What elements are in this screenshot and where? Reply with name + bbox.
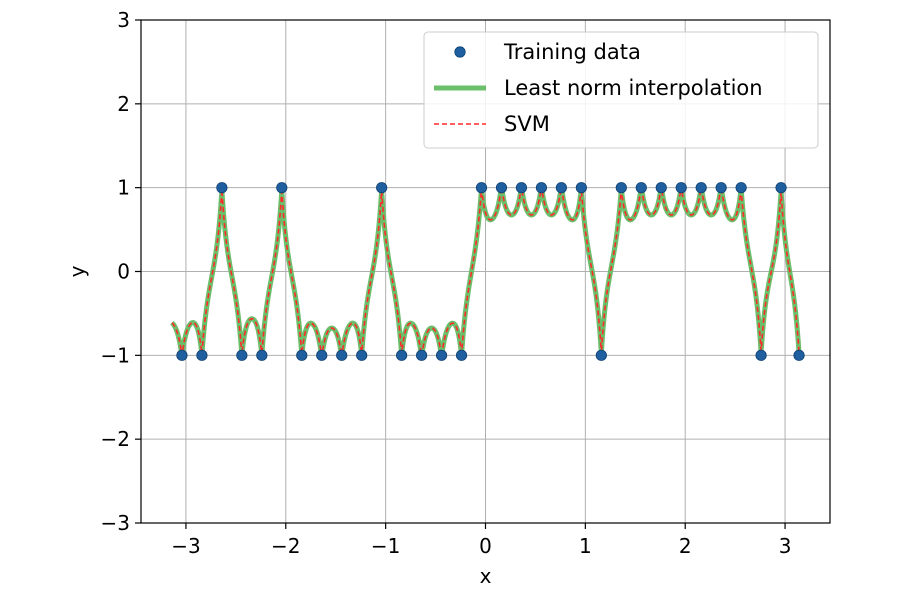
training-data-point [336,349,348,361]
svm-line [171,184,800,359]
x-tick-label: 1 [579,534,592,558]
x-tick-label: 3 [779,534,792,558]
training-data-point [176,349,188,361]
training-data-point [695,182,707,194]
legend-label: Training data [503,40,641,64]
y-tick-label: 2 [117,92,130,116]
x-axis-label: x [480,564,492,588]
training-data-point [475,182,488,194]
curves [169,183,802,360]
training-data-point [376,182,388,194]
training-data-point [296,349,308,361]
training-data-point [196,349,208,361]
training-data-point [256,349,268,361]
training-data-point [535,182,548,194]
training-data-point [575,182,587,194]
legend-training-marker [454,46,466,58]
training-data-point [793,349,805,361]
training-data-point [675,182,687,194]
x-tick-label: −1 [371,534,400,558]
training-data-point [495,182,508,194]
training-data-point [735,182,747,194]
training-data-point [595,349,607,361]
training-data-point [515,182,528,194]
y-tick-label: −2 [101,427,130,451]
legend: Training data Least norm interpolation SVM [423,31,819,149]
training-data-point [435,349,448,361]
y-tick-label: 3 [117,8,130,32]
training-data-points [176,182,805,361]
legend-label: Least norm interpolation [504,76,763,100]
x-tick-label: 2 [679,534,692,558]
ticks: −3 −2 −1 0 1 2 3 −3 −2 −1 0 1 2 3 [101,8,792,558]
x-tick-label: −2 [271,534,300,558]
training-data-point [356,349,368,361]
training-data-point [775,182,787,194]
y-tick-label: −1 [101,343,130,367]
training-data-point [635,182,647,194]
y-tick-label: −3 [101,511,130,535]
x-tick-label: −3 [171,534,200,558]
training-data-point [555,182,567,194]
training-data-point [755,349,767,361]
training-data-point [316,349,328,361]
training-data-point [396,349,408,361]
legend-label: SVM [504,112,550,136]
training-data-point [236,349,248,361]
training-data-point [216,182,228,194]
training-data-point [655,182,667,194]
training-data-point [415,349,428,361]
training-data-point [276,182,288,194]
legend-box [423,31,819,149]
y-tick-label: 1 [117,176,130,200]
training-data-point [615,182,627,194]
training-data-point [715,182,727,194]
training-data-point [455,349,468,361]
y-tick-label: 0 [117,260,130,284]
y-axis-label: y [65,265,89,277]
x-tick-label: 0 [479,534,492,558]
